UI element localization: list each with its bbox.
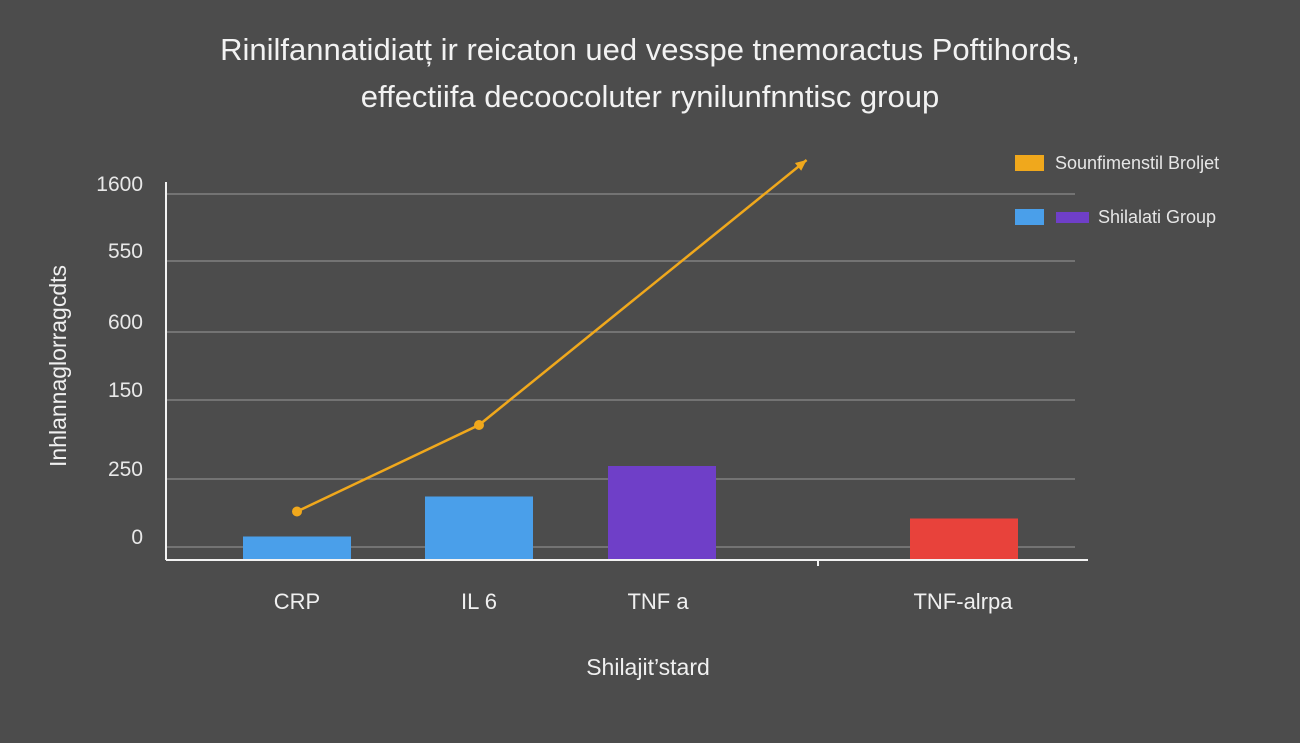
chart-title-line-2: effectiifa decoocoluter rynilunfnntisc g…: [360, 79, 940, 114]
chart-title-line-1: Rinilfannatidiatț ir reicaton ued vesspe…: [220, 32, 1080, 67]
axes: [165, 182, 1088, 566]
legend-swatch: [1015, 209, 1044, 225]
legend-swatch: [1015, 155, 1044, 171]
y-tick-label: 1600: [96, 173, 143, 196]
x-axis-label: Shilajit’stard: [586, 654, 710, 680]
x-tick-label: TNF a: [627, 589, 689, 614]
bar-il-6: [425, 496, 533, 560]
legend: Sounfimenstil Broljet Shilalati Group: [1015, 153, 1219, 227]
y-tick-labels: 1600 550 600 150 250 0: [96, 173, 143, 549]
trend-line-arrowhead: [794, 160, 807, 171]
bar-crp: [243, 536, 351, 560]
x-tick-label: CRP: [274, 589, 320, 614]
y-tick-label: 550: [108, 240, 143, 263]
legend-label: Sounfimenstil Broljet: [1055, 153, 1219, 173]
legend-label: Shilalati Group: [1098, 207, 1216, 227]
chart-title: Rinilfannatidiatț ir reicaton ued vesspe…: [0, 26, 1300, 120]
y-tick-label: 600: [108, 311, 143, 334]
y-tick-label: 250: [108, 458, 143, 481]
y-axis-label: Inhlannaglorragcdts: [45, 265, 71, 467]
y-tick-label: 150: [108, 379, 143, 402]
x-tick-label: TNF-alrpa: [913, 589, 1013, 614]
trend-line-point: [292, 506, 302, 517]
bar-tnf-alrpa: [910, 518, 1018, 560]
trend-line-path: [296, 159, 808, 513]
y-tick-label: 0: [131, 526, 143, 549]
x-tick-label: IL 6: [461, 589, 497, 614]
bars: [243, 466, 1018, 560]
legend-swatch: [1056, 212, 1089, 223]
trend-line-point: [474, 420, 484, 430]
bar-tnf-a: [608, 466, 716, 560]
x-tick-labels: CRP IL 6 TNF a TNF-alrpa: [274, 589, 1013, 614]
trend-line: [292, 159, 808, 517]
